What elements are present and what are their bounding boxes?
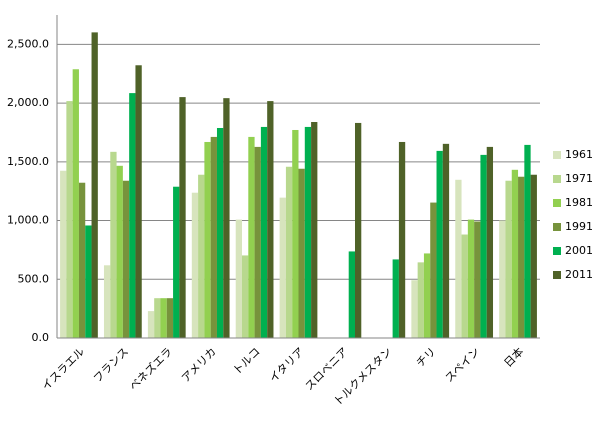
bar (254, 146, 261, 338)
y-tick-label: 0.0 (32, 331, 50, 344)
legend-label: 1991 (565, 220, 593, 233)
bar (210, 136, 217, 338)
bar (518, 176, 525, 338)
bar (505, 180, 512, 338)
bar (348, 251, 355, 338)
bar (486, 146, 494, 338)
bar (66, 101, 73, 339)
bar (354, 122, 362, 338)
bar (499, 220, 506, 338)
y-tick-label: 2,000.0 (7, 96, 49, 109)
y-tick-label: 500.0 (18, 272, 50, 285)
y-tick-label: 1,000.0 (7, 214, 49, 227)
legend-label: 1971 (565, 172, 593, 185)
legend-swatch (553, 271, 561, 279)
bar (292, 129, 299, 338)
bar (511, 169, 519, 338)
bar (417, 262, 424, 338)
bar (279, 197, 286, 338)
bar (467, 219, 475, 338)
bar (411, 280, 418, 338)
bar (455, 179, 462, 338)
y-tick-label: 1,500.0 (7, 155, 49, 168)
legend-swatch (553, 151, 561, 159)
bar (160, 298, 167, 338)
y-tick-label: 2,500.0 (7, 37, 49, 50)
bar (191, 192, 199, 338)
bar (267, 101, 274, 339)
bar (110, 151, 117, 338)
bar (260, 126, 268, 339)
legend-label: 2011 (565, 268, 593, 281)
bar (304, 126, 312, 339)
bar (204, 141, 211, 338)
bar (235, 219, 243, 338)
bar (166, 298, 174, 338)
bar (60, 170, 67, 338)
bar (216, 127, 224, 338)
bar (298, 168, 305, 338)
bar (442, 143, 450, 338)
bar (311, 122, 318, 338)
bar (198, 174, 205, 338)
bar (78, 182, 86, 338)
bar (398, 141, 406, 338)
bar (474, 221, 481, 338)
legend-swatch (553, 199, 561, 207)
bar (147, 311, 155, 338)
legend-label: 1981 (565, 196, 593, 209)
bar (248, 136, 255, 338)
bar (392, 259, 399, 338)
bar (91, 32, 98, 339)
bar (154, 298, 161, 338)
bar (285, 166, 293, 338)
bar (430, 202, 437, 338)
bar (461, 234, 468, 338)
legend-label: 1961 (565, 148, 593, 161)
bar (530, 174, 537, 338)
bar (524, 144, 531, 338)
bar (179, 97, 186, 338)
bar (135, 65, 142, 339)
bar (72, 69, 79, 338)
bar (85, 225, 92, 338)
bar (122, 180, 130, 338)
bar (103, 265, 111, 338)
bar (223, 98, 230, 338)
bar (480, 154, 487, 338)
bar (423, 253, 431, 338)
legend-swatch (553, 223, 561, 231)
bar (129, 93, 136, 338)
bar (116, 165, 123, 338)
legend-label: 2001 (565, 244, 593, 257)
legend-swatch (553, 175, 561, 183)
legend-swatch (553, 247, 561, 255)
bar (436, 150, 443, 338)
bar (242, 255, 249, 338)
bar (173, 186, 180, 338)
